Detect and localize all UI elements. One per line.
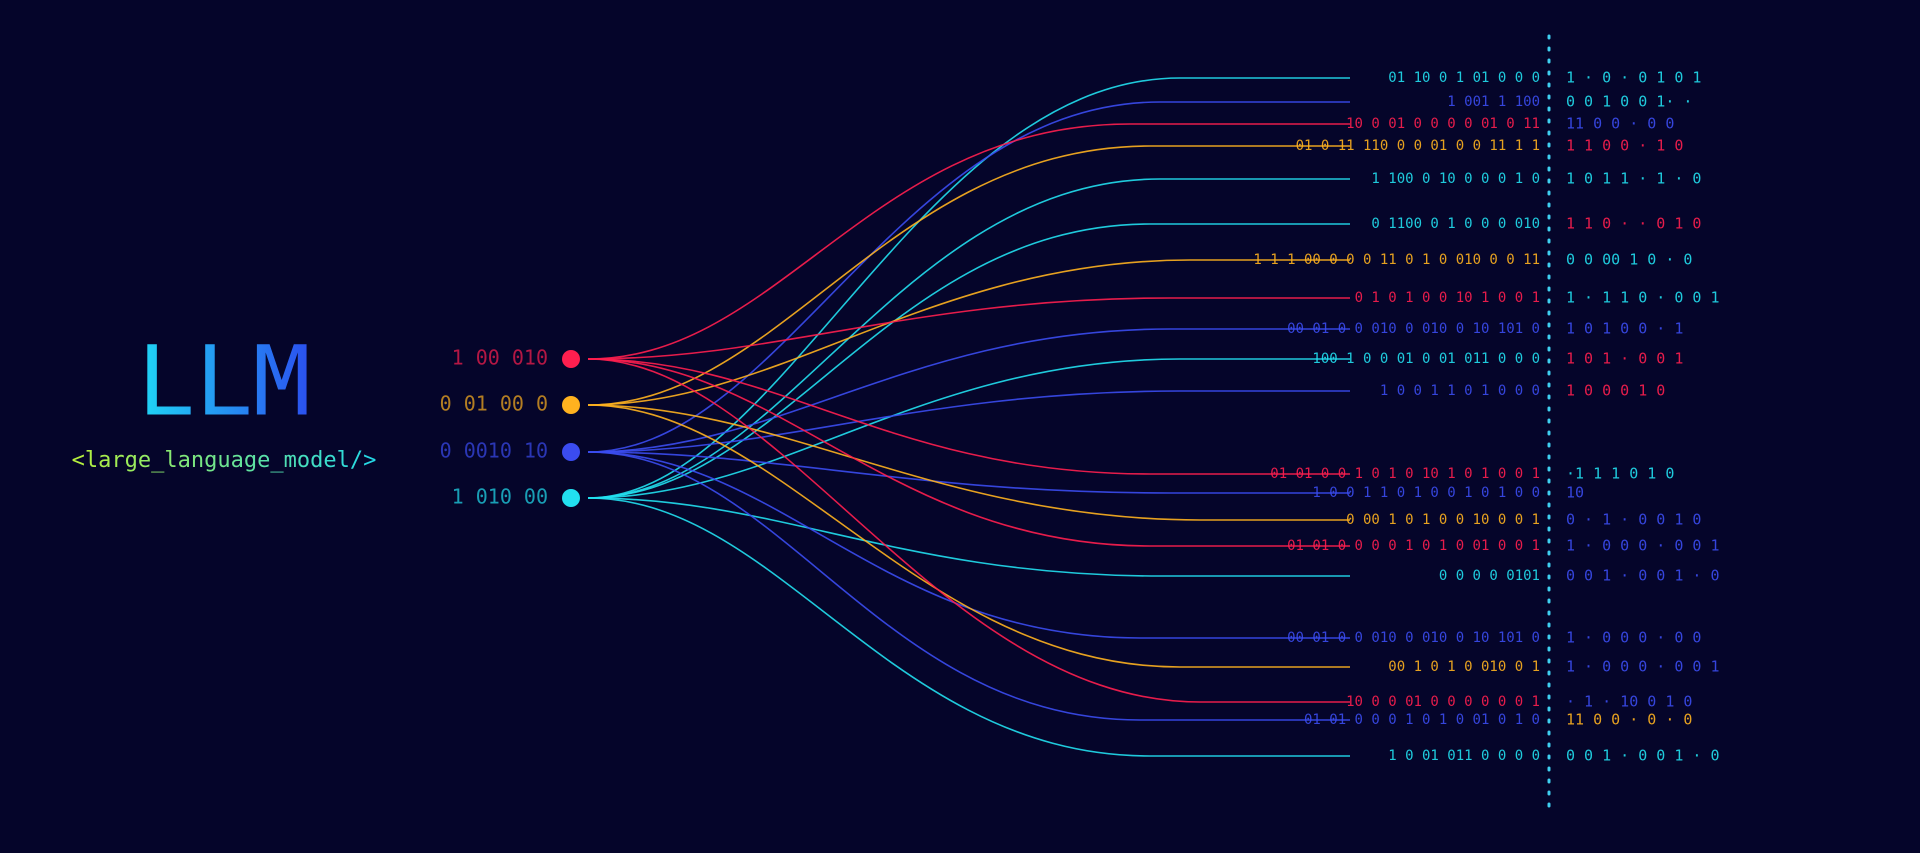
connection (587, 390, 1350, 453)
stream-left: 1 0 01 011 0 0 0 0 (1388, 748, 1540, 764)
stream-left: 01 01 0 0 0 1 0 1 0 01 0 1 0 (1304, 712, 1540, 728)
input-label: 1 010 00 (452, 485, 548, 509)
stream-right: ·1 1 1 0 1 0 (1566, 465, 1674, 483)
stream-right: · 1 · 10 0 1 0 (1566, 693, 1692, 711)
connection (587, 145, 1350, 406)
connection (587, 358, 1350, 547)
stream-right: 1 · 0 · 0 1 0 1 (1566, 69, 1701, 87)
stream-right: 11 0 0 · 0 0 (1566, 115, 1674, 133)
stream-right: 1 · 0 0 0 · 0 0 1 (1566, 537, 1720, 555)
connection (587, 223, 1350, 499)
stream-right: 1 · 0 0 0 · 0 0 1 (1566, 658, 1720, 676)
stream-left: 0 00 1 0 1 0 0 10 0 0 1 (1346, 512, 1540, 528)
stream-left: 1 100 0 10 0 0 0 1 0 (1371, 171, 1540, 187)
stream-left: 0 1 0 1 0 0 10 1 0 0 1 (1355, 290, 1540, 306)
connection (587, 497, 1350, 757)
stream-left: 100 1 0 0 01 0 01 011 0 0 0 (1312, 351, 1540, 367)
stream-right: 11 0 0 · 0 · 0 (1566, 711, 1692, 729)
connection (587, 178, 1350, 499)
connection (587, 297, 1350, 360)
input-label: 0 0010 10 (440, 439, 548, 463)
connection (587, 404, 1350, 668)
input-node (562, 350, 580, 368)
stream-left: 10 0 01 0 0 0 0 01 0 11 (1346, 116, 1540, 132)
stream-right: 0 0 00 1 0 · 0 (1566, 251, 1692, 269)
stream-right: 1 1 0 · · 0 1 0 (1566, 215, 1701, 233)
connection (587, 358, 1350, 703)
connection (587, 451, 1350, 639)
stream-left: 01 0 11 110 0 0 01 0 0 11 1 1 (1296, 138, 1540, 154)
connection (587, 259, 1350, 406)
subtitle: <large_language_model/> (72, 448, 377, 473)
stream-left: 0 0 0 0 0101 (1439, 568, 1540, 584)
stream-right: 1 0 1 0 0 · 1 (1566, 320, 1683, 338)
connection (587, 404, 1350, 521)
stream-right: 0 0 1 0 0 1· · (1566, 93, 1692, 111)
stream-right: 0 · 1 · 0 0 1 0 (1566, 511, 1701, 529)
stream-left: 00 01 0 0 010 0 010 0 10 101 0 (1287, 321, 1540, 337)
input-node (562, 443, 580, 461)
title: LLM (137, 325, 310, 437)
stream-left: 01 10 0 1 01 0 0 0 (1388, 70, 1540, 86)
stream-right: 1 0 0 0 1 0 (1566, 382, 1665, 400)
stream-right: 1 1 0 0 · 1 0 (1566, 137, 1683, 155)
input-node (562, 489, 580, 507)
stream-left: 01 01 0 0 0 0 1 0 1 0 01 0 0 1 (1287, 538, 1540, 554)
stream-left: 1 001 1 100 (1447, 94, 1540, 110)
stream-left: 1 1 1 00 0 0 0 11 0 1 0 010 0 0 11 (1253, 252, 1540, 268)
stream-left: 01 01 0 0 1 0 1 0 10 1 0 1 0 0 1 (1270, 466, 1540, 482)
stream-right: 1 0 1 · 0 0 1 (1566, 350, 1683, 368)
input-node (562, 396, 580, 414)
connection (587, 123, 1350, 360)
connection (587, 358, 1350, 475)
connection (587, 451, 1350, 494)
connection (587, 451, 1350, 721)
stream-right: 1 · 1 1 0 · 0 0 1 (1566, 289, 1720, 307)
stream-right: 1 · 0 0 0 · 0 0 (1566, 629, 1701, 647)
stream-left: 1 0 0 1 1 0 1 0 0 1 0 1 0 0 (1312, 485, 1540, 501)
stream-right: 0 0 1 · 0 0 1 · 0 (1566, 567, 1720, 585)
connection (587, 101, 1350, 453)
stream-right: 10 (1566, 484, 1584, 502)
connection (587, 497, 1350, 577)
stream-right: 1 0 1 1 · 1 · 0 (1566, 170, 1701, 188)
stream-left: 1 0 0 1 1 0 1 0 0 0 (1380, 383, 1540, 399)
connection (587, 328, 1350, 453)
stream-left: 10 0 0 01 0 0 0 0 0 0 1 (1346, 694, 1540, 710)
stream-left: 00 1 0 1 0 010 0 1 (1388, 659, 1540, 675)
input-label: 1 00 010 (452, 346, 548, 370)
stream-right: 0 0 1 · 0 0 1 · 0 (1566, 747, 1720, 765)
input-label: 0 01 00 0 (440, 392, 548, 416)
stream-left: 0 1100 0 1 0 0 0 010 (1371, 216, 1540, 232)
connection (587, 77, 1350, 499)
stream-left: 00 01 0 0 010 0 010 0 10 101 0 (1287, 630, 1540, 646)
